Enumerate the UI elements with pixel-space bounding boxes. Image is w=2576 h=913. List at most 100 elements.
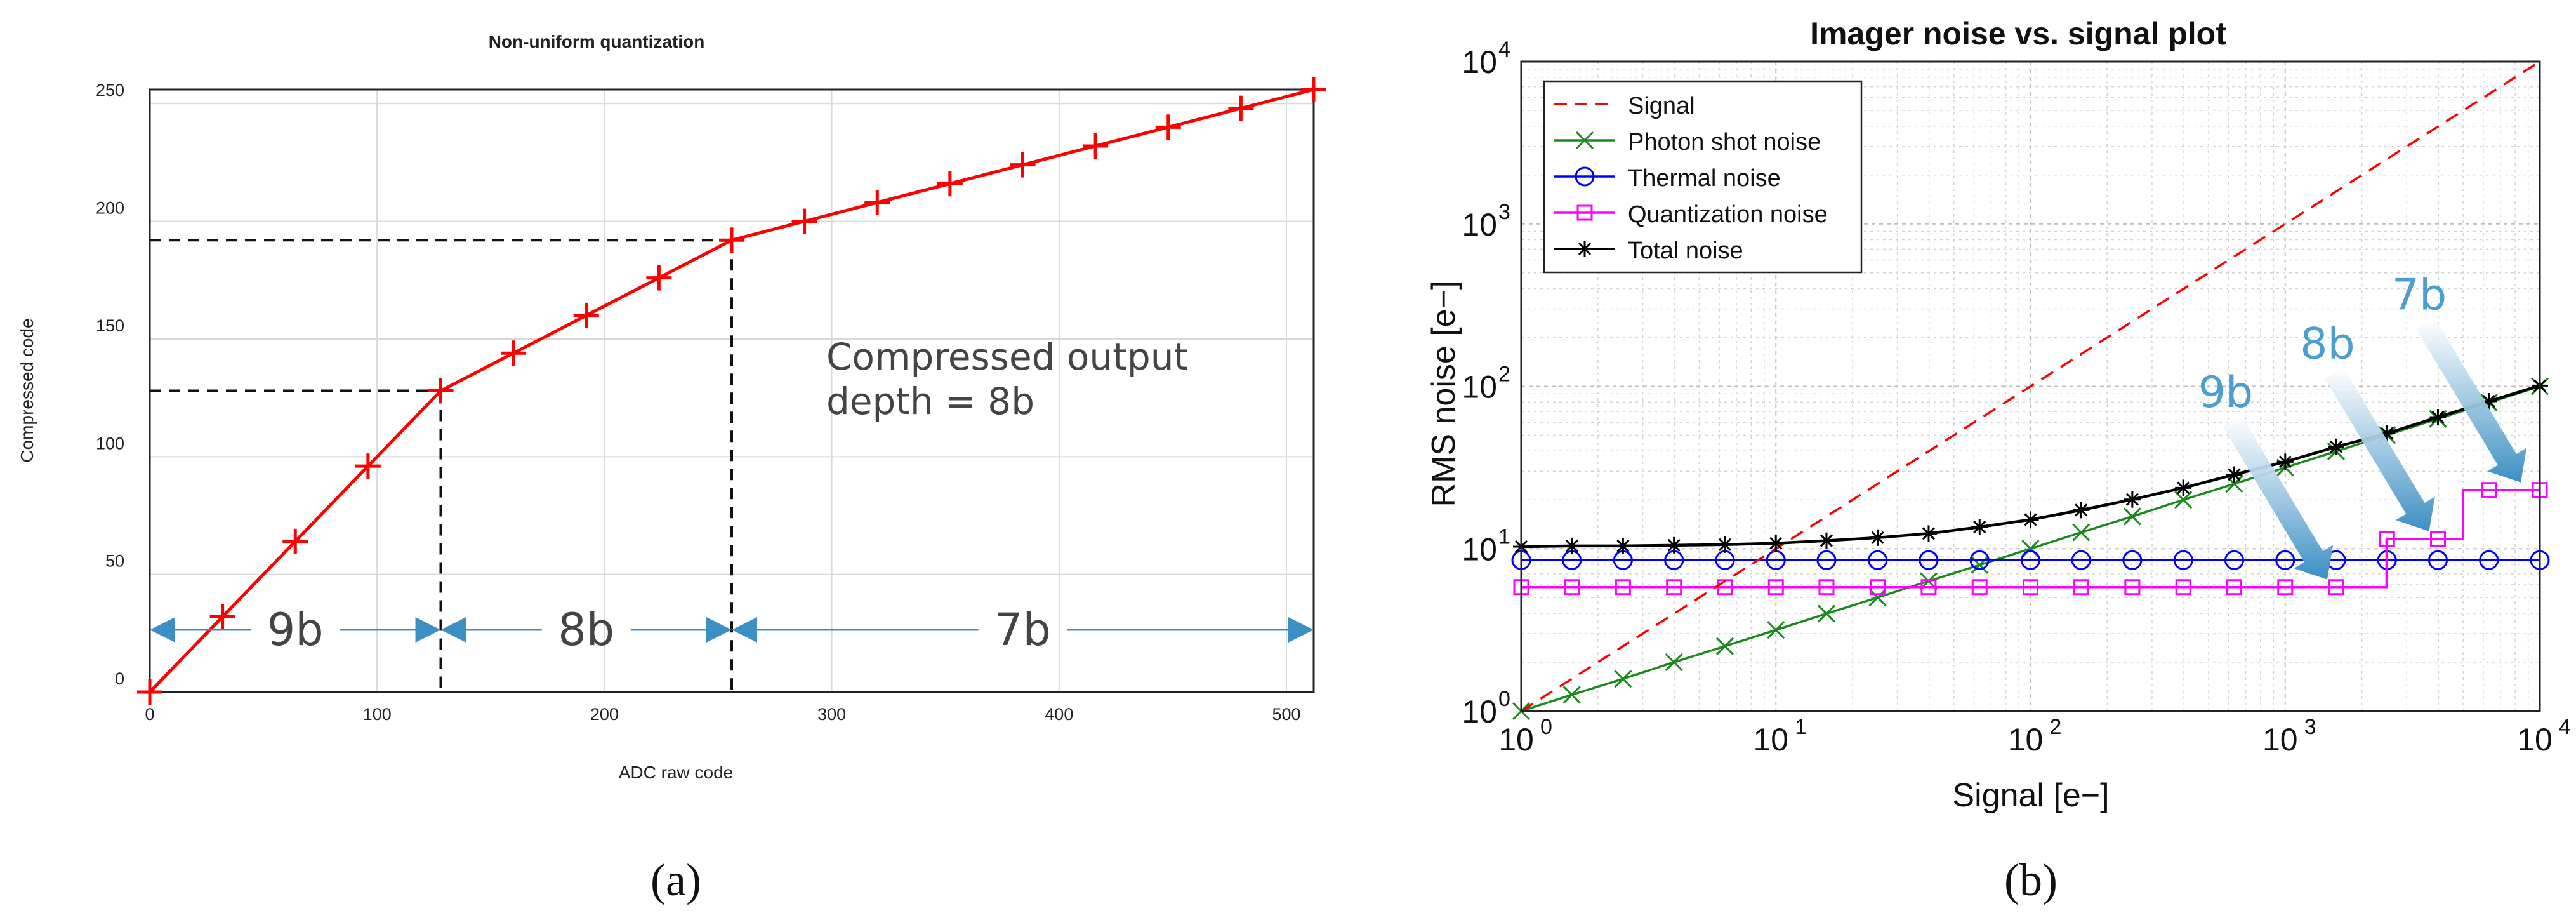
b-callout-arrow-shape	[2324, 366, 2435, 531]
b-asterisk-stroke	[1565, 539, 1578, 552]
panel-a-xlabel: ADC raw code	[619, 763, 734, 782]
b-square-marker	[2379, 531, 2395, 547]
a-plus-marker	[137, 679, 162, 705]
b-asterisk-stroke	[2278, 455, 2292, 469]
b-xtick-exponent: 3	[2304, 715, 2316, 739]
b-circle-marker	[1868, 550, 1888, 570]
panel-a-label: (a)	[651, 855, 701, 905]
a-xtick-label: 0	[145, 705, 154, 724]
b-ytick-exponent: 0	[1498, 687, 1510, 711]
b-asterisk-marker	[1717, 536, 1734, 553]
b-xtick-exponent: 1	[1795, 715, 1807, 739]
b-circle-marker	[2122, 550, 2143, 570]
b-ytick-exponent: 4	[1498, 37, 1510, 62]
b-x-marker	[2123, 507, 2141, 526]
b-ytick-label: 10	[1462, 370, 1497, 405]
b-legend-entry: Signal	[1554, 93, 1695, 119]
b-circle-marker	[1969, 550, 1990, 570]
panel-a-annotation-line2: depth = 8b	[826, 380, 1034, 423]
panel-b-xlabel: Signal [e−]	[1952, 777, 2109, 814]
b-asterisk-marker	[1818, 532, 1835, 549]
b-legend-label: Quantization noise	[1628, 201, 1828, 228]
b-square-marker	[1666, 579, 1682, 596]
panel-b-legend: Signal Photon shot noise Thermal noise Quan…	[1543, 80, 1863, 274]
b-circle-marker	[1919, 550, 1939, 570]
b-callout-arrow-9b: 9b	[2198, 368, 2334, 580]
panel-a-annotation-line1: Compressed output	[826, 335, 1188, 378]
b-x-stroke	[1665, 653, 1683, 672]
a-segment-arrowhead-left	[732, 617, 757, 643]
a-plus-marker	[282, 528, 308, 554]
b-asterisk-marker	[2124, 491, 2141, 508]
b-asterisk-stroke	[2329, 440, 2343, 453]
b-series-thermal-noise	[1511, 550, 2550, 570]
a-ytick-label: 150	[96, 316, 124, 335]
b-square-marker	[1870, 579, 1886, 596]
b-xtick-label: 10	[2517, 722, 2553, 757]
a-ytick-label: 200	[96, 199, 124, 218]
b-asterisk-marker	[2328, 438, 2345, 455]
a-ytick-label: 250	[96, 81, 124, 100]
b-asterisk-stroke	[1871, 531, 1884, 544]
panel-b-ticks: 10 010 010 110 110 210 210 310 310 410 4	[1462, 37, 2571, 757]
a-plus-marker	[1083, 133, 1109, 159]
b-legend-label: Total noise	[1628, 237, 1743, 264]
b-square-marker	[2277, 579, 2294, 596]
b-asterisk-stroke	[2177, 481, 2190, 495]
b-legend-label: Thermal noise	[1628, 165, 1781, 192]
b-callout-label: 7b	[2392, 270, 2447, 321]
a-ytick-label: 50	[105, 552, 124, 571]
a-segment-arrowhead-right	[1288, 617, 1314, 643]
b-asterisk-stroke	[2075, 503, 2088, 517]
b-x-marker	[1562, 686, 1581, 704]
b-asterisk-marker	[2379, 425, 2396, 442]
b-callout-arrow-8b: 8b	[2300, 319, 2435, 531]
b-x-stroke	[2174, 491, 2193, 509]
b-x-marker	[1665, 653, 1683, 672]
b-x-marker	[1575, 131, 1594, 150]
b-asterisk-marker	[1563, 537, 1580, 554]
b-x-stroke	[1562, 686, 1581, 704]
b-asterisk-stroke	[1973, 521, 1986, 534]
b-xtick-label: 10	[2262, 722, 2298, 757]
b-square-marker	[2481, 482, 2497, 498]
b-asterisk-stroke	[1667, 538, 1681, 552]
b-legend-entry: Quantization noise	[1554, 201, 1828, 228]
b-square-marker	[2328, 579, 2344, 596]
panel-a-guides	[150, 239, 733, 692]
b-asterisk-stroke	[1769, 536, 1783, 550]
b-asterisk-marker	[2175, 479, 2192, 496]
b-legend-entry: Thermal noise	[1554, 165, 1781, 192]
b-legend-entry: Total noise	[1554, 237, 1743, 264]
b-circle-marker	[2071, 550, 2091, 570]
b-circle-marker	[2479, 550, 2499, 570]
b-circle-marker	[2021, 550, 2040, 570]
b-asterisk-marker	[1767, 535, 1785, 552]
panel-b: Imager noise vs. signal plot 10 010 010 110…	[1425, 16, 2571, 905]
b-square-marker	[1576, 204, 1593, 221]
a-segment-arrowhead-right	[706, 617, 732, 643]
b-square-marker	[1564, 579, 1580, 596]
b-asterisk-marker	[1576, 241, 1593, 257]
b-asterisk-stroke	[2228, 468, 2241, 481]
b-ytick-label: 10	[1462, 531, 1497, 567]
b-ytick-label: 10	[1462, 694, 1497, 730]
a-ytick-label: 0	[115, 669, 124, 688]
a-xtick-label: 300	[817, 705, 846, 724]
a-segment-label: 8b	[558, 604, 614, 656]
b-circle-marker	[2427, 550, 2448, 570]
b-asterisk-marker	[1869, 529, 1886, 546]
b-x-stroke	[2225, 474, 2243, 493]
a-plus-marker	[719, 227, 744, 253]
b-legend-entry: Photon shot noise	[1554, 129, 1821, 156]
b-x-stroke	[1817, 604, 1836, 623]
a-plus-marker	[209, 604, 235, 630]
b-asterisk-marker	[2226, 466, 2243, 483]
a-segment-label: 7b	[994, 604, 1051, 656]
b-x-stroke	[1575, 131, 1594, 150]
b-ytick-exponent: 1	[1498, 524, 1510, 549]
b-x-stroke	[2123, 507, 2141, 526]
b-xtick-exponent: 2	[2050, 715, 2062, 739]
a-plus-marker	[573, 302, 599, 328]
b-square-marker	[1615, 579, 1631, 596]
